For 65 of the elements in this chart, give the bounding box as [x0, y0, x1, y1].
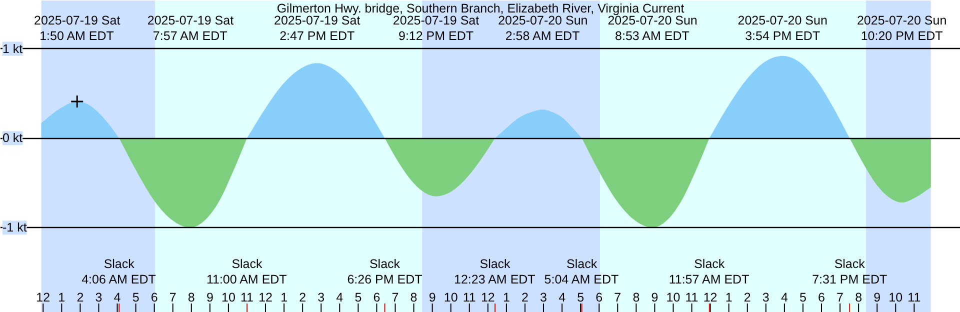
x-tick-label: 8	[188, 290, 195, 304]
x-tick-label: 2	[522, 290, 529, 304]
x-tick-label: 9	[874, 290, 881, 304]
x-tick-label: 10	[444, 290, 458, 304]
x-tick-label: 12	[36, 290, 50, 304]
x-tick-label: 7	[392, 290, 399, 304]
x-tick-label: 5	[354, 290, 362, 304]
x-tick-label: 6	[596, 290, 603, 304]
annotation: Slack 7:31 PM EDT	[812, 257, 888, 286]
x-tick-label: 10	[222, 290, 236, 304]
x-tick-label: 1	[280, 290, 288, 304]
x2-tick-label: 2025-07-19 Sat 9:12 PM EDT	[392, 14, 480, 43]
x-tick-label: 8	[410, 290, 418, 304]
x-tick-label: 3	[95, 290, 102, 304]
x-tick-label: 3	[318, 290, 325, 304]
x-tick-label: 8	[855, 290, 862, 304]
x-tick-label: 5	[132, 290, 140, 304]
annotation: Slack 5:04 AM EDT	[544, 257, 619, 286]
x-tick-label: 2	[299, 290, 306, 304]
x2-tick-label: 2025-07-20 Sun 3:54 PM EDT	[738, 14, 828, 43]
x-tick-label: 6	[373, 290, 380, 304]
y-tick-label: 0 kt	[2, 131, 24, 146]
x-tick-label: 6	[150, 290, 158, 304]
x-tick-label: 10	[666, 290, 680, 304]
x-tick-label: 10	[888, 290, 903, 304]
x-tick-label: 2	[76, 290, 84, 304]
x-tick-label: 5	[799, 290, 806, 304]
x-tick-label: 1	[58, 290, 66, 304]
x-tick-label: 3	[762, 290, 770, 304]
x-tick-label: 2	[744, 290, 751, 304]
x-tick-label: 9	[428, 290, 436, 304]
annotation: Slack 11:00 AM EDT	[206, 257, 288, 286]
annotation: Slack 6:26 PM EDT	[347, 257, 423, 286]
x-tick-label: 3	[540, 290, 548, 304]
x-tick-label: 11	[240, 290, 254, 304]
x2-tick-label: 2025-07-19 Sat 1:50 AM EDT	[34, 14, 121, 43]
x-tick-label: 6	[818, 290, 826, 304]
x-tick-label: 11	[908, 290, 921, 304]
x-tick-label: 12	[480, 290, 495, 304]
y-tick-label: 1 kt	[2, 42, 24, 56]
x2-tick-label: 2025-07-20 Sun 10:20 PM EDT	[856, 14, 947, 43]
x-tick-label: 7	[614, 290, 622, 304]
x-tick-label: 5	[577, 290, 584, 304]
x-tick-label: 12	[258, 290, 273, 304]
x-tick-label: 4	[336, 290, 344, 304]
x-tick-label: 11	[685, 290, 698, 304]
annotation: Slack 4:06 AM EDT	[82, 257, 156, 286]
x-tick-label: 4	[558, 290, 566, 304]
x-tick-label: 8	[632, 290, 640, 304]
chart-title: Gilmerton Hwy. bridge, Southern Branch, Elizabeth River, Virginia Current	[276, 2, 685, 16]
annotation: Slack 12:23 AM EDT	[454, 257, 536, 286]
x-tick-label: 1	[502, 290, 510, 304]
x-tick-label: 9	[651, 290, 658, 304]
x-tick-label: 11	[462, 290, 476, 304]
annotation: Slack 11:57 AM EDT	[668, 257, 750, 286]
x-tick-label: 7	[169, 290, 176, 304]
x2-tick-label: 2025-07-19 Sat 7:57 AM EDT	[147, 14, 234, 43]
x-tick-label: 9	[206, 290, 214, 304]
x-tick-label: 7	[836, 290, 844, 304]
x-tick-label: 4	[114, 290, 121, 304]
x-tick-label: 1	[725, 290, 732, 304]
x-tick-label: 12	[703, 290, 718, 304]
x2-tick-label: 2025-07-20 Sun 2:58 AM EDT	[498, 14, 588, 43]
x-tick-label: 4	[780, 290, 788, 304]
y-tick-label: -1 kt	[2, 220, 28, 235]
